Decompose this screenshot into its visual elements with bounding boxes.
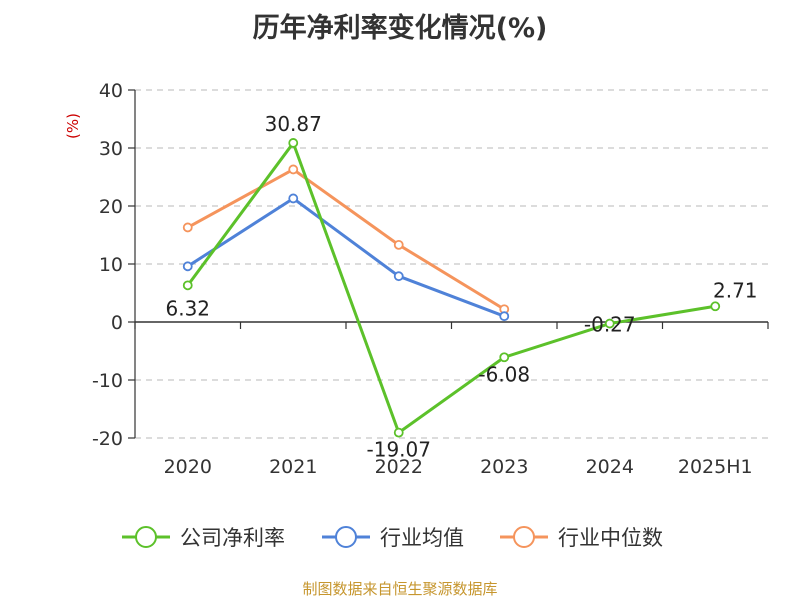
data-point — [182, 261, 193, 272]
data-label: -19.07 — [367, 438, 431, 462]
legend-marker — [335, 526, 357, 548]
y-tick-label: 30 — [99, 138, 123, 160]
source-note: 制图数据来自恒生聚源数据库 — [302, 580, 498, 598]
y-tick-label: 20 — [99, 196, 123, 218]
data-point — [710, 301, 721, 312]
legend: 公司净利率 行业均值 行业中位数 — [122, 526, 663, 550]
y-tick-label: -20 — [92, 428, 123, 450]
data-point — [393, 271, 404, 282]
legend-marker — [513, 526, 535, 548]
data-label: 30.87 — [265, 112, 322, 136]
legend-label: 行业中位数 — [558, 526, 663, 550]
chart-title: 历年净利率变化情况(%) — [252, 13, 548, 44]
data-label: 6.32 — [165, 296, 210, 320]
y-axis-unit-label: (%) — [64, 113, 82, 139]
data-point — [182, 222, 193, 233]
data-point — [499, 311, 510, 322]
y-tick-label: 0 — [111, 312, 123, 334]
x-tick-label: 2024 — [586, 456, 634, 478]
data-point — [288, 138, 299, 148]
y-tick-label: 10 — [99, 254, 123, 276]
legend-marker — [135, 526, 157, 548]
legend-item[interactable]: 行业均值 — [322, 526, 464, 550]
x-tick-label: 2022 — [375, 456, 423, 478]
legend-item[interactable]: 行业中位数 — [500, 526, 663, 550]
data-label: 2.71 — [713, 278, 758, 302]
y-tick-label: 40 — [99, 80, 123, 102]
series-line — [187, 167, 506, 311]
data-point — [393, 427, 404, 438]
data-label: -0.27 — [584, 313, 636, 337]
x-tick-label: 2023 — [480, 456, 528, 478]
data-point — [393, 239, 404, 250]
legend-item[interactable]: 公司净利率 — [122, 526, 285, 550]
data-label: -6.08 — [478, 362, 530, 386]
data-labels: 6.32 30.87 -19.07 -6.08 -0.27 2.71 — [165, 112, 757, 462]
x-tick-label: 2020 — [164, 456, 212, 478]
data-point — [288, 193, 299, 204]
y-tick-label: -10 — [92, 370, 123, 392]
legend-label: 公司净利率 — [180, 526, 285, 550]
axes: 40 30 20 10 0 -10 -20 2020 2021 2022 2023 2024 2025H… — [92, 80, 769, 478]
data-point — [604, 318, 615, 329]
data-point — [288, 164, 299, 175]
x-tick-label: 2021 — [269, 456, 317, 478]
series-lines — [182, 138, 721, 438]
legend-label: 行业均值 — [380, 526, 464, 550]
data-point — [499, 352, 510, 363]
grid-lines — [135, 89, 768, 439]
series-line — [186, 141, 716, 435]
series-line — [186, 196, 505, 318]
x-tick-label: 2025H1 — [678, 456, 753, 478]
data-point — [182, 280, 193, 291]
